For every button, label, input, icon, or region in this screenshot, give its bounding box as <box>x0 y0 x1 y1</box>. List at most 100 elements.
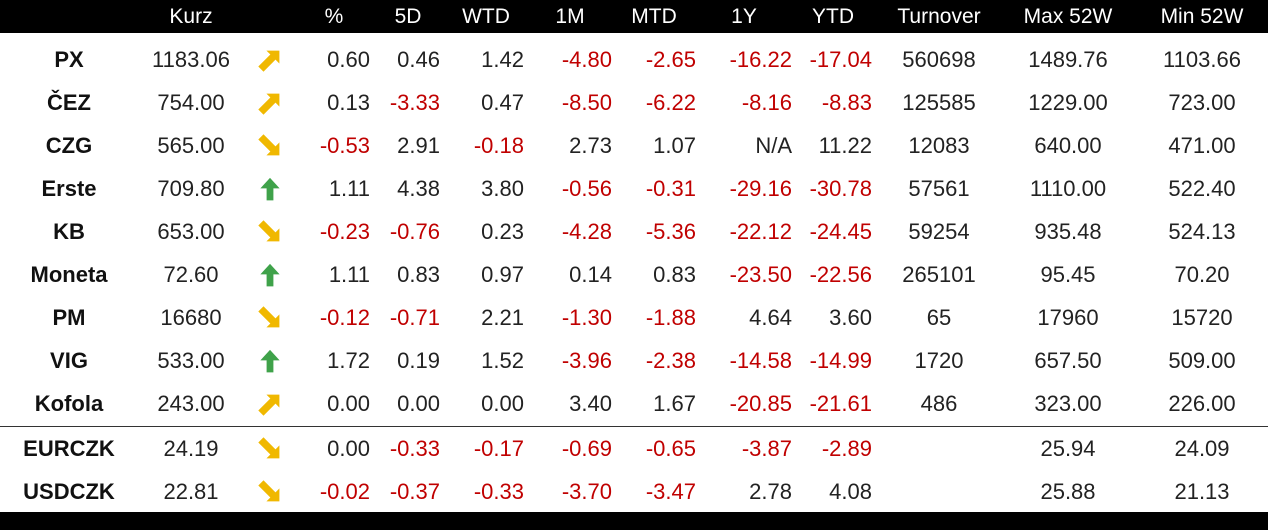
cell-kurz: 16680 <box>160 304 222 330</box>
arrow-down-right-icon <box>244 470 296 513</box>
cell-wtd: 1.52 <box>481 347 524 373</box>
arrow-down-right-icon <box>244 427 296 470</box>
cell-name: Erste <box>41 175 97 201</box>
cell-name: Kofola <box>34 390 104 416</box>
cell-y1: -22.12 <box>729 218 792 244</box>
cell-name: EURCZK <box>23 435 115 461</box>
arrow-up-right-icon <box>244 81 296 124</box>
arrow-up-right-icon <box>244 38 296 81</box>
cell-ytd: -24.45 <box>809 218 872 244</box>
arrow-up-right-icon <box>244 382 296 425</box>
arrow-up-icon <box>244 339 296 382</box>
cell-wtd: 0.23 <box>481 218 524 244</box>
cell-turnover: 486 <box>920 390 958 416</box>
cell-min52: 723.00 <box>1168 89 1236 115</box>
cell-d5: 2.91 <box>397 132 440 158</box>
cell-kurz: 653.00 <box>157 218 225 244</box>
cell-d5: 0.00 <box>397 390 440 416</box>
column-header-y1: 1Y <box>731 4 757 28</box>
cell-y1: N/A <box>755 132 792 158</box>
cell-m1: 0.14 <box>569 261 612 287</box>
cell-max52: 1229.00 <box>1028 89 1108 115</box>
cell-pct: 1.11 <box>328 261 370 287</box>
column-header-turnover: Turnover <box>897 4 981 28</box>
cell-y1: -14.58 <box>729 347 792 373</box>
cell-name: Moneta <box>30 261 108 287</box>
column-header-d5: 5D <box>394 4 422 28</box>
cell-pct: 1.11 <box>328 175 370 201</box>
cell-turnover <box>878 470 1000 513</box>
cell-kurz: 565.00 <box>157 132 225 158</box>
cell-ytd: 11.22 <box>818 132 872 158</box>
cell-mtd: -2.38 <box>645 347 696 373</box>
column-header-max52: Max 52W <box>1023 4 1113 28</box>
cell-m1: 2.73 <box>569 132 612 158</box>
cell-m1: -0.56 <box>561 175 612 201</box>
column-header-min52: Min 52W <box>1160 4 1244 28</box>
cell-d5: 0.83 <box>397 261 440 287</box>
cell-y1: -23.50 <box>729 261 792 287</box>
column-header-m1: 1M <box>555 4 585 28</box>
column-header-mtd: MTD <box>631 4 677 28</box>
cell-pct: 0.00 <box>327 435 370 461</box>
cell-wtd: 0.97 <box>481 261 524 287</box>
cell-m1: -4.28 <box>561 218 612 244</box>
cell-m1: -0.69 <box>561 435 612 461</box>
cell-wtd: 0.00 <box>481 390 524 416</box>
cell-pct: 1.72 <box>327 347 370 373</box>
cell-wtd: -0.33 <box>473 478 524 504</box>
cell-m1: -4.80 <box>561 46 612 72</box>
table-divider <box>0 426 1268 427</box>
table-row: Erste 709.80 1.11 4.38 3.80 -0.56 -0.31 -29.16-… <box>0 167 1268 210</box>
arrow-down-right-icon <box>244 296 296 339</box>
cell-y1: -8.16 <box>741 89 792 115</box>
table-header: Kurz% 5D WTD 1M MTD 1Y YTD Turnover Max 52W Min 5… <box>0 0 1268 33</box>
cell-pct: 0.00 <box>327 390 370 416</box>
cell-mtd: -3.47 <box>645 478 696 504</box>
cell-turnover: 560698 <box>902 46 976 72</box>
cell-ytd: -2.89 <box>821 435 872 461</box>
cell-mtd: 0.83 <box>653 261 696 287</box>
cell-max52: 25.94 <box>1040 435 1096 461</box>
cell-m1: -3.96 <box>561 347 612 373</box>
cell-min52: 471.00 <box>1168 132 1236 158</box>
cell-wtd: 0.47 <box>481 89 524 115</box>
cell-max52: 657.50 <box>1034 347 1102 373</box>
cell-min52: 15720 <box>1171 304 1233 330</box>
cell-pct: 0.60 <box>327 46 370 72</box>
cell-turnover: 125585 <box>902 89 976 115</box>
column-header-wtd: WTD <box>462 4 510 28</box>
column-header-ytd: YTD <box>812 4 854 28</box>
cell-ytd: -30.78 <box>809 175 872 201</box>
cell-wtd: -0.18 <box>473 132 524 158</box>
cell-ytd: 3.60 <box>829 304 872 330</box>
cell-turnover <box>878 427 1000 470</box>
cell-kurz: 709.80 <box>157 175 225 201</box>
cell-mtd: 1.07 <box>653 132 696 158</box>
cell-name: ČEZ <box>47 89 91 115</box>
cell-m1: 3.40 <box>569 390 612 416</box>
cell-d5: -0.37 <box>389 478 440 504</box>
column-header-arrow <box>244 0 296 33</box>
cell-mtd: -6.22 <box>645 89 696 115</box>
cell-wtd: 1.42 <box>481 46 524 72</box>
cell-max52: 640.00 <box>1034 132 1102 158</box>
cell-max52: 17960 <box>1037 304 1099 330</box>
cell-y1: 2.78 <box>749 478 792 504</box>
cell-kurz: 533.00 <box>157 347 225 373</box>
cell-ytd: -17.04 <box>809 46 872 72</box>
table-row: ČEZ 754.00 0.13 -3.33 0.47 -8.50 -6.22 -8.16 -8.… <box>0 81 1268 124</box>
cell-y1: -16.22 <box>729 46 792 72</box>
cell-turnover: 59254 <box>908 218 970 244</box>
cell-m1: -3.70 <box>561 478 612 504</box>
cell-kurz: 24.19 <box>163 435 219 461</box>
cell-turnover: 65 <box>926 304 952 330</box>
cell-d5: -0.33 <box>389 435 440 461</box>
cell-max52: 935.48 <box>1034 218 1102 244</box>
column-header-pct: % <box>324 4 344 28</box>
cell-min52: 70.20 <box>1174 261 1230 287</box>
cell-mtd: -0.65 <box>645 435 696 461</box>
cell-turnover: 57561 <box>908 175 970 201</box>
column-header-name <box>0 0 138 33</box>
